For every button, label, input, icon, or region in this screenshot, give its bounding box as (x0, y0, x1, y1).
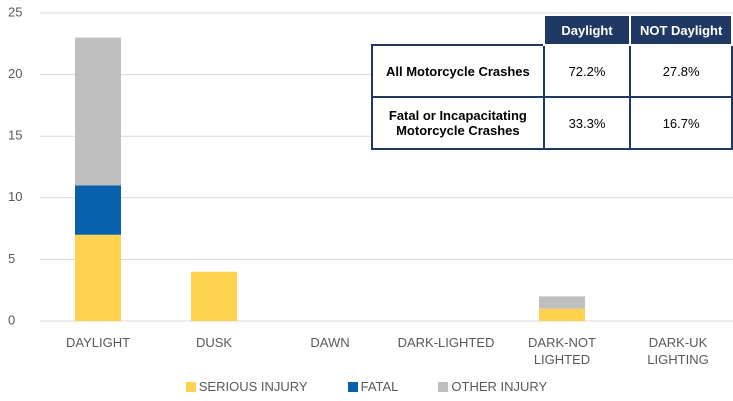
bar-segment (75, 185, 121, 235)
x-tick-label: DARK-LIGHTED (397, 335, 495, 350)
legend-label: SERIOUS INJURY (198, 379, 308, 394)
cell: 33.3% (542, 96, 632, 150)
bar-segment (75, 234, 121, 321)
bar-segment (191, 271, 237, 321)
cell: 16.7% (629, 96, 733, 150)
legend-swatch (438, 382, 449, 392)
row-header: Fatal or Incapacitating Motorcycle Crash… (371, 96, 545, 150)
y-tick-label: 15 (8, 128, 22, 143)
bar-segment (539, 296, 585, 309)
legend: SERIOUS INJURY FATAL OTHER INJURY (0, 379, 733, 394)
bar-segment (539, 308, 585, 321)
cell: 72.2% (542, 44, 632, 98)
y-tick-label: 5 (8, 251, 15, 266)
x-tick-label: DAWN (310, 335, 350, 350)
cell: 27.8% (629, 44, 733, 98)
table-header: NOT Daylight (629, 14, 733, 46)
y-tick-label: 20 (8, 66, 22, 81)
x-tick-label: DARK-NOT LIGHTED (528, 335, 596, 367)
x-tick-label: DAYLIGHT (65, 335, 131, 350)
legend-swatch (347, 382, 358, 392)
legend-label: OTHER INJURY (451, 379, 548, 394)
legend-item: FATAL (347, 379, 399, 394)
legend-item: SERIOUS INJURY (185, 379, 308, 394)
x-tick-label: DARK-UK LIGHTING (647, 335, 709, 367)
legend-swatch (185, 382, 196, 392)
y-tick-label: 25 (8, 4, 22, 19)
legend-label: FATAL (360, 379, 399, 394)
legend-item: OTHER INJURY (438, 379, 547, 394)
x-tick-label: DUSK (195, 335, 233, 350)
y-tick-label: 0 (8, 312, 15, 327)
bar-segment (75, 37, 121, 186)
table-header: Daylight (542, 14, 632, 46)
summary-table: Daylight NOT Daylight All Motorcycle Cra… (371, 14, 733, 150)
row-header: All Motorcycle Crashes (371, 44, 545, 98)
y-tick-label: 10 (8, 189, 22, 204)
